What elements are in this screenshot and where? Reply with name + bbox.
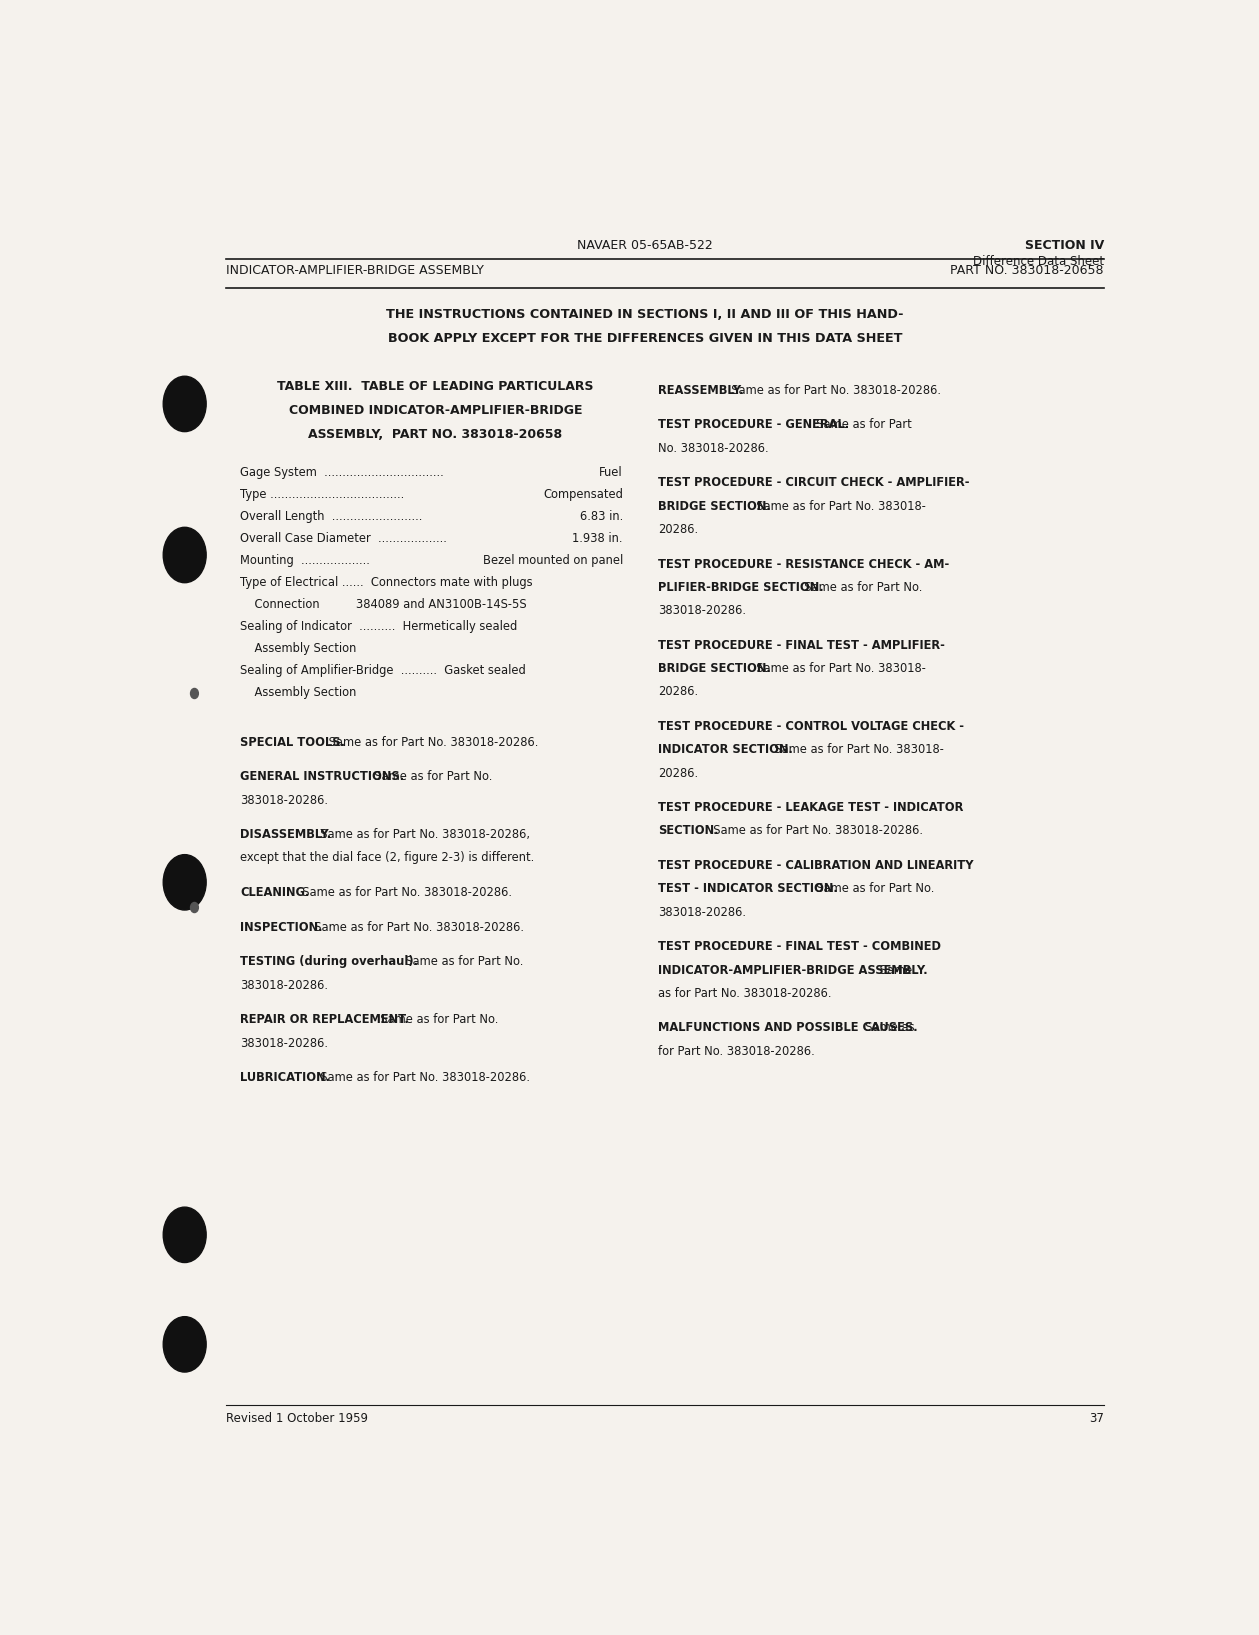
Text: Same as for Part No. 383018-20286.: Same as for Part No. 383018-20286. xyxy=(706,824,923,837)
Text: Fuel: Fuel xyxy=(599,466,623,479)
Text: Same as for Part No.: Same as for Part No. xyxy=(797,580,923,594)
Text: 20286.: 20286. xyxy=(658,523,697,536)
Text: TEST PROCEDURE - CONTROL VOLTAGE CHECK -: TEST PROCEDURE - CONTROL VOLTAGE CHECK - xyxy=(658,719,964,732)
Text: Sealing of Indicator  ..........  Hermetically sealed: Sealing of Indicator .......... Hermetic… xyxy=(240,620,517,633)
Text: MALFUNCTIONS AND POSSIBLE CAUSES.: MALFUNCTIONS AND POSSIBLE CAUSES. xyxy=(658,1022,918,1035)
Text: Same: Same xyxy=(876,963,912,976)
Text: INDICATOR-AMPLIFIER-BRIDGE ASSEMBLY: INDICATOR-AMPLIFIER-BRIDGE ASSEMBLY xyxy=(225,265,483,278)
Text: PART NO. 383018-20658: PART NO. 383018-20658 xyxy=(951,265,1104,278)
Text: 20286.: 20286. xyxy=(658,767,697,780)
Text: Same as for Part No. 383018-20286.: Same as for Part No. 383018-20286. xyxy=(295,886,511,899)
Text: Compensated: Compensated xyxy=(543,487,623,500)
Text: Same as for Part No. 383018-20286,: Same as for Part No. 383018-20286, xyxy=(313,829,530,840)
Circle shape xyxy=(164,855,206,911)
Text: REASSEMBLY.: REASSEMBLY. xyxy=(658,384,744,397)
Text: PLIFIER-BRIDGE SECTION.: PLIFIER-BRIDGE SECTION. xyxy=(658,580,823,594)
Text: LUBRICATION.: LUBRICATION. xyxy=(240,1071,330,1084)
Text: 37: 37 xyxy=(1089,1413,1104,1426)
Text: 6.83 in.: 6.83 in. xyxy=(579,510,623,523)
Text: Same as for Part No. 383018-20286.: Same as for Part No. 383018-20286. xyxy=(307,921,524,934)
Text: SECTION.: SECTION. xyxy=(658,824,719,837)
Text: INDICATOR SECTION.: INDICATOR SECTION. xyxy=(658,744,793,757)
Text: No. 383018-20286.: No. 383018-20286. xyxy=(658,441,768,455)
Text: Same as: Same as xyxy=(857,1022,914,1035)
Text: 383018-20286.: 383018-20286. xyxy=(240,979,329,992)
Text: Revised 1 October 1959: Revised 1 October 1959 xyxy=(225,1413,368,1426)
Text: Same as for Part No. 383018-20286.: Same as for Part No. 383018-20286. xyxy=(313,1071,530,1084)
Text: SECTION IV: SECTION IV xyxy=(1025,239,1104,252)
Text: TEST - INDICATOR SECTION.: TEST - INDICATOR SECTION. xyxy=(658,883,837,896)
Text: Difference Data Sheet: Difference Data Sheet xyxy=(973,255,1104,268)
Text: TESTING (during overhaul).: TESTING (during overhaul). xyxy=(240,955,418,968)
Text: Connection          384089 and AN3100B-14S-5S: Connection 384089 and AN3100B-14S-5S xyxy=(240,598,528,611)
Text: Overall Length  .........................: Overall Length ......................... xyxy=(240,510,423,523)
Text: Type .....................................: Type ...................................… xyxy=(240,487,404,500)
Text: except that the dial face (2, figure 2-3) is different.: except that the dial face (2, figure 2-3… xyxy=(240,852,535,865)
Text: REPAIR OR REPLACEMENT.: REPAIR OR REPLACEMENT. xyxy=(240,1014,409,1027)
Circle shape xyxy=(190,903,199,912)
Circle shape xyxy=(164,376,206,432)
Text: Assembly Section: Assembly Section xyxy=(240,643,356,656)
Text: Same as for Part No.: Same as for Part No. xyxy=(374,1014,499,1027)
Text: Sealing of Amplifier-Bridge  ..........  Gasket sealed: Sealing of Amplifier-Bridge .......... G… xyxy=(240,664,526,677)
Text: INSPECTION.: INSPECTION. xyxy=(240,921,322,934)
Text: SPECIAL TOOLS.: SPECIAL TOOLS. xyxy=(240,736,345,749)
Text: 1.938 in.: 1.938 in. xyxy=(573,531,623,544)
Text: Assembly Section: Assembly Section xyxy=(240,687,356,698)
Circle shape xyxy=(164,1207,206,1262)
Text: Type of Electrical ......  Connectors mate with plugs: Type of Electrical ...... Connectors mat… xyxy=(240,576,533,589)
Text: TEST PROCEDURE - GENERAL.: TEST PROCEDURE - GENERAL. xyxy=(658,419,849,432)
Text: GENERAL INSTRUCTIONS.: GENERAL INSTRUCTIONS. xyxy=(240,770,404,783)
Text: TEST PROCEDURE - CIRCUIT CHECK - AMPLIFIER-: TEST PROCEDURE - CIRCUIT CHECK - AMPLIFI… xyxy=(658,476,969,489)
Text: 383018-20286.: 383018-20286. xyxy=(658,906,745,919)
Text: Gage System  .................................: Gage System ............................… xyxy=(240,466,444,479)
Text: Same as for Part No. 383018-20286.: Same as for Part No. 383018-20286. xyxy=(724,384,942,397)
Text: NAVAER 05-65AB-522: NAVAER 05-65AB-522 xyxy=(578,239,713,252)
Text: TEST PROCEDURE - RESISTANCE CHECK - AM-: TEST PROCEDURE - RESISTANCE CHECK - AM- xyxy=(658,558,949,571)
Text: Overall Case Diameter  ...................: Overall Case Diameter ..................… xyxy=(240,531,447,544)
Text: THE INSTRUCTIONS CONTAINED IN SECTIONS I, II AND III OF THIS HAND-: THE INSTRUCTIONS CONTAINED IN SECTIONS I… xyxy=(387,309,904,320)
Text: Same as for Part No.: Same as for Part No. xyxy=(398,955,522,968)
Text: for Part No. 383018-20286.: for Part No. 383018-20286. xyxy=(658,1045,815,1058)
Text: TABLE XIII.  TABLE OF LEADING PARTICULARS: TABLE XIII. TABLE OF LEADING PARTICULARS xyxy=(277,379,594,392)
Circle shape xyxy=(190,688,199,698)
Text: 383018-20286.: 383018-20286. xyxy=(240,793,329,806)
Text: BRIDGE SECTION.: BRIDGE SECTION. xyxy=(658,662,771,675)
Text: Same as for Part No. 383018-: Same as for Part No. 383018- xyxy=(749,500,925,513)
Circle shape xyxy=(164,528,206,582)
Text: Same as for Part No.: Same as for Part No. xyxy=(810,883,934,896)
Text: Same as for Part No.: Same as for Part No. xyxy=(368,770,492,783)
Text: BRIDGE SECTION.: BRIDGE SECTION. xyxy=(658,500,771,513)
Text: INDICATOR-AMPLIFIER-BRIDGE ASSEMBLY.: INDICATOR-AMPLIFIER-BRIDGE ASSEMBLY. xyxy=(658,963,928,976)
Text: TEST PROCEDURE - FINAL TEST - COMBINED: TEST PROCEDURE - FINAL TEST - COMBINED xyxy=(658,940,940,953)
Text: 20286.: 20286. xyxy=(658,685,697,698)
Text: DISASSEMBLY.: DISASSEMBLY. xyxy=(240,829,331,840)
Text: Same as for Part No. 383018-: Same as for Part No. 383018- xyxy=(749,662,925,675)
Circle shape xyxy=(164,1316,206,1372)
Text: Mounting  ...................: Mounting ................... xyxy=(240,554,370,567)
Text: Bezel mounted on panel: Bezel mounted on panel xyxy=(482,554,623,567)
Text: ASSEMBLY,  PART NO. 383018-20658: ASSEMBLY, PART NO. 383018-20658 xyxy=(308,428,563,441)
Text: 383018-20286.: 383018-20286. xyxy=(240,1037,329,1050)
Text: Same as for Part No. 383018-20286.: Same as for Part No. 383018-20286. xyxy=(325,736,539,749)
Text: TEST PROCEDURE - LEAKAGE TEST - INDICATOR: TEST PROCEDURE - LEAKAGE TEST - INDICATO… xyxy=(658,801,963,814)
Text: TEST PROCEDURE - FINAL TEST - AMPLIFIER-: TEST PROCEDURE - FINAL TEST - AMPLIFIER- xyxy=(658,639,944,652)
Text: 383018-20286.: 383018-20286. xyxy=(658,603,745,616)
Text: BOOK APPLY EXCEPT FOR THE DIFFERENCES GIVEN IN THIS DATA SHEET: BOOK APPLY EXCEPT FOR THE DIFFERENCES GI… xyxy=(388,332,903,345)
Text: Same as for Part No. 383018-: Same as for Part No. 383018- xyxy=(767,744,944,757)
Text: Same as for Part: Same as for Part xyxy=(810,419,912,432)
Text: COMBINED INDICATOR-AMPLIFIER-BRIDGE: COMBINED INDICATOR-AMPLIFIER-BRIDGE xyxy=(288,404,582,417)
Text: as for Part No. 383018-20286.: as for Part No. 383018-20286. xyxy=(658,988,831,1001)
Text: CLEANING.: CLEANING. xyxy=(240,886,310,899)
Text: TEST PROCEDURE - CALIBRATION AND LINEARITY: TEST PROCEDURE - CALIBRATION AND LINEARI… xyxy=(658,858,973,871)
